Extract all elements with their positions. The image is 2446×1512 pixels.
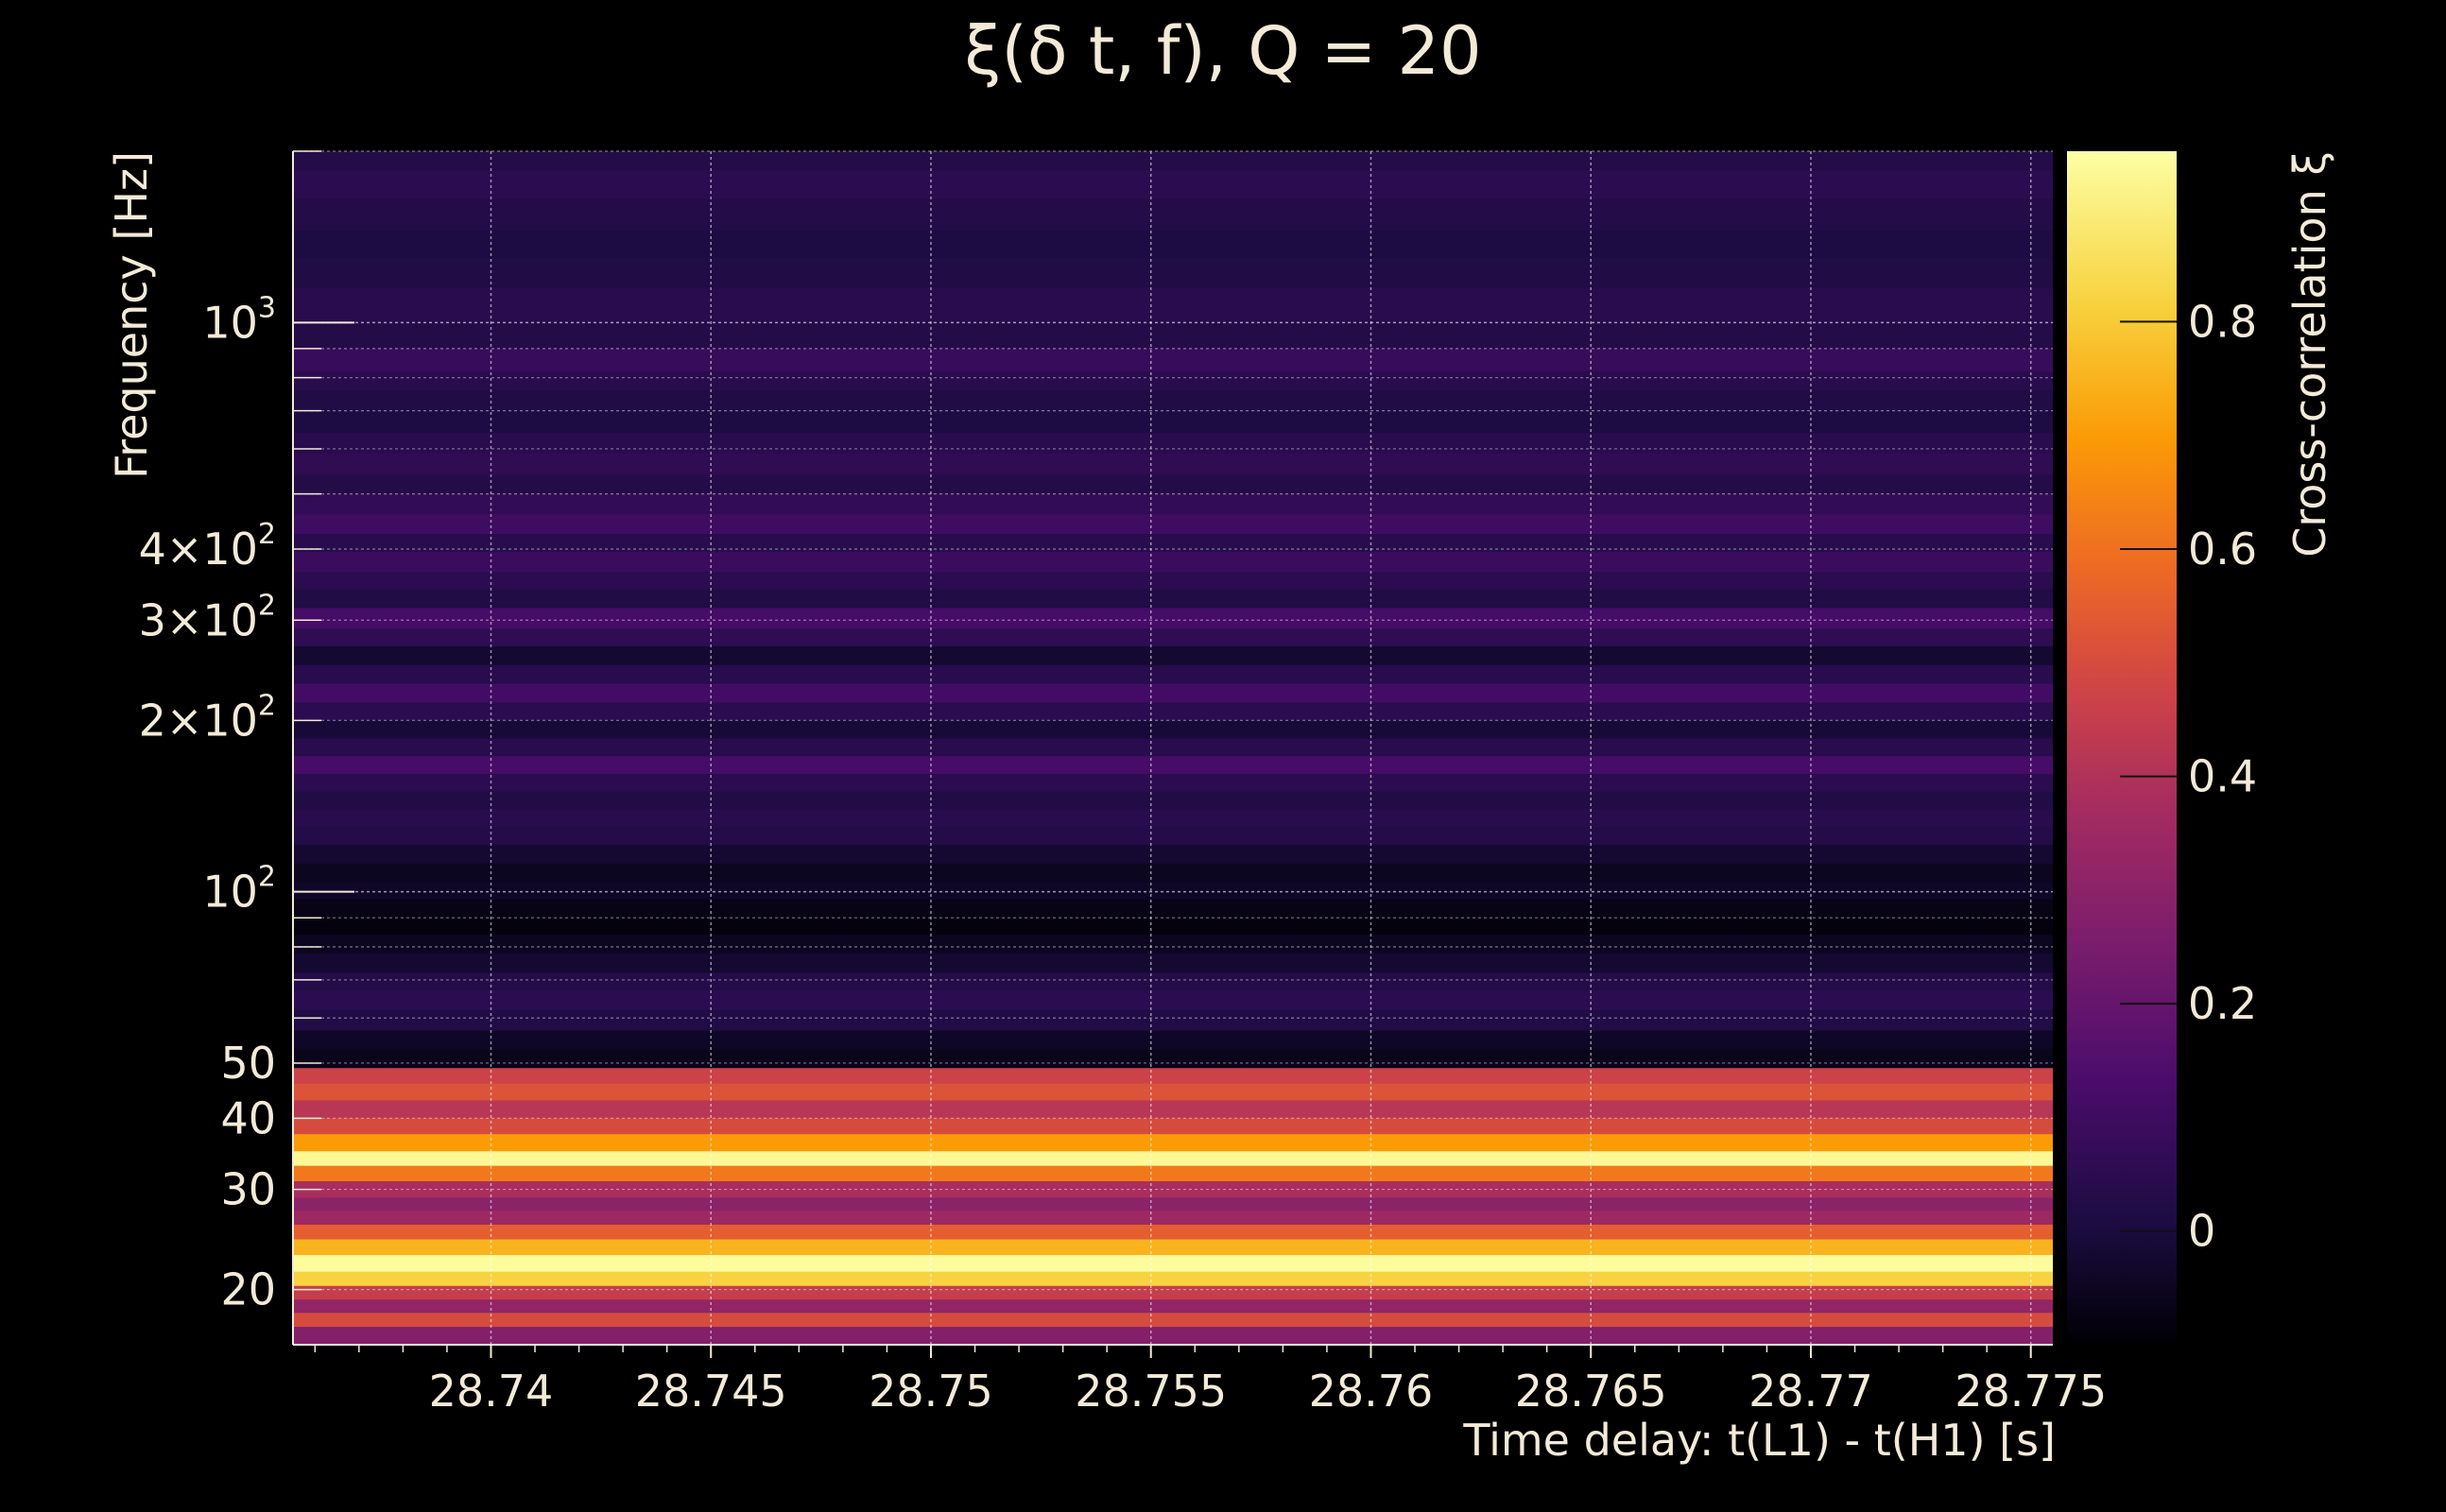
x-axis: 28.74 28.745 28.75 28.755 28.76 28.765 28.77 28… — [293, 1344, 2107, 1417]
heatmap-band — [293, 608, 2053, 629]
heatmap-band — [293, 1285, 2053, 1300]
heatmap-band — [293, 453, 2053, 475]
heatmap-band — [293, 882, 2053, 901]
x-tick-label: 28.76 — [1309, 1366, 1434, 1417]
heatmap-band — [293, 231, 2053, 259]
heatmap-band — [293, 1068, 2053, 1085]
heatmap-band — [293, 1134, 2053, 1152]
heatmap-band — [293, 1180, 2053, 1198]
heatmap-band — [293, 1197, 2053, 1211]
heatmap-band — [293, 702, 2053, 721]
heatmap-band — [293, 151, 2053, 171]
colorbar-label: Cross-correlation ξ — [2284, 151, 2335, 558]
heatmap-band — [293, 1165, 2053, 1182]
heatmap-band — [293, 756, 2053, 775]
heatmap-band — [293, 645, 2053, 666]
y-axis-label: Frequency [Hz] — [106, 151, 157, 479]
heatmap-band — [293, 844, 2053, 865]
heatmap-band — [293, 410, 2053, 434]
heatmap-band — [293, 433, 2053, 454]
x-tick-label: 28.775 — [1955, 1366, 2107, 1417]
heatmap-band — [293, 1100, 2053, 1119]
heatmap-band — [293, 720, 2053, 739]
heatmap-band — [293, 1271, 2053, 1287]
heatmap-band — [293, 774, 2053, 793]
heatmap-band — [293, 1313, 2053, 1328]
heatmap-band — [293, 589, 2053, 609]
y-tick-label: 3×102 — [139, 589, 276, 645]
heatmap-band — [293, 493, 2053, 515]
heatmap-band — [293, 1239, 2053, 1256]
heatmap-band — [293, 899, 2053, 919]
heatmap-band — [293, 1255, 2053, 1273]
y-tick-label: 102 — [202, 861, 276, 918]
y-tick-label: 103 — [202, 291, 276, 348]
heatmap-band — [293, 287, 2053, 323]
heatmap-band — [293, 664, 2053, 684]
colorbar — [2067, 151, 2177, 1345]
grid-lines — [293, 150, 2053, 1345]
colorbar-tick-label: 0.8 — [2188, 296, 2257, 347]
x-tick-label: 28.765 — [1515, 1366, 1667, 1417]
heatmap-band — [293, 972, 2053, 991]
heatmap-band — [293, 474, 2053, 495]
y-tick-label: 20 — [220, 1264, 276, 1315]
x-tick-label: 28.745 — [635, 1366, 787, 1417]
x-axis-label: Time delay: t(L1) - t(H1) [s] — [1462, 1415, 2056, 1466]
colorbar-ticks: 0 0.2 0.4 0.6 0.8 — [2120, 296, 2257, 1257]
heatmap-band — [293, 1211, 2053, 1226]
heatmap-band — [293, 1224, 2053, 1241]
colorbar-tick-label: 0.2 — [2188, 978, 2257, 1029]
heatmap-band — [293, 198, 2053, 232]
heatmap-area — [293, 151, 2053, 1346]
heatmap-band — [293, 1151, 2053, 1167]
colorbar-tick-label: 0 — [2188, 1206, 2215, 1257]
heatmap-band — [293, 791, 2053, 810]
colorbar-tick-label: 0.6 — [2188, 524, 2257, 575]
heatmap-band — [293, 1118, 2053, 1135]
heatmap-band — [293, 683, 2053, 703]
heatmap-band — [293, 863, 2053, 883]
x-tick-label: 28.77 — [1748, 1366, 1873, 1417]
heatmap-band — [293, 1030, 2053, 1050]
y-tick-label: 30 — [220, 1164, 276, 1215]
heatmap-band — [293, 990, 2053, 1011]
heatmap-band — [293, 348, 2053, 372]
heatmap-band — [293, 738, 2053, 757]
heatmap-band — [293, 826, 2053, 846]
y-tick-label: 2×102 — [139, 689, 276, 746]
y-tick-label: 4×102 — [139, 518, 276, 575]
heatmap-band — [293, 534, 2053, 553]
heatmap-band — [293, 322, 2053, 350]
x-tick-label: 28.755 — [1075, 1366, 1227, 1417]
heatmap-band — [293, 552, 2053, 573]
y-tick-label: 40 — [220, 1092, 276, 1143]
heatmap-band — [293, 628, 2053, 647]
heatmap-band — [293, 1009, 2053, 1032]
heatmap-band — [293, 953, 2053, 974]
heatmap-band — [293, 257, 2053, 289]
heatmap-band — [293, 371, 2053, 391]
heatmap-band — [293, 1327, 2053, 1346]
heatmap-band — [293, 571, 2053, 591]
heatmap-band — [293, 390, 2053, 412]
x-tick-label: 28.74 — [429, 1366, 554, 1417]
heatmap-band — [293, 808, 2053, 828]
heatmap-band — [293, 918, 2053, 936]
heatmap-band — [293, 1299, 2053, 1314]
heatmap-band — [293, 935, 2053, 954]
x-tick-label: 28.75 — [869, 1366, 993, 1417]
chart-title: ξ(δ t, f), Q = 20 — [964, 12, 1481, 90]
heatmap-band — [293, 170, 2053, 199]
colorbar-tick-label: 0.4 — [2188, 751, 2257, 802]
heatmap-band — [293, 1083, 2053, 1101]
heatmap-band — [293, 1048, 2053, 1069]
y-tick-label: 50 — [220, 1038, 276, 1089]
heatmap-band — [293, 514, 2053, 535]
